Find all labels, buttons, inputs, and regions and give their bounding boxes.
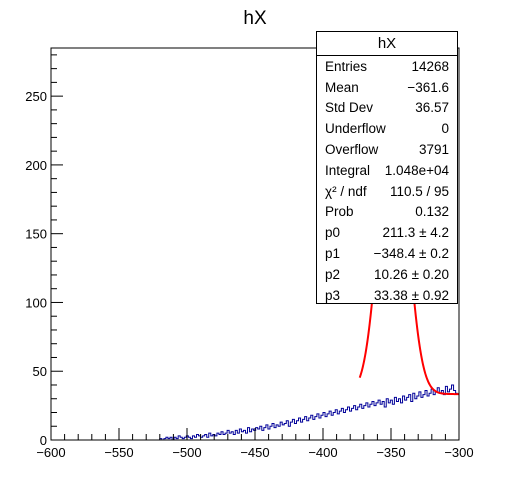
stat-name: Prob — [325, 204, 354, 220]
y-axis: 0 50 100 150 200 250 — [25, 54, 63, 448]
x-tick-label: −600 — [36, 445, 65, 460]
stat-name: Underflow — [325, 121, 386, 137]
stat-name: Entries — [325, 58, 368, 74]
stat-row: Std Dev 36.57 — [317, 98, 457, 119]
stat-name: Std Dev — [325, 100, 374, 116]
stat-row: Overflow 3791 — [317, 139, 457, 160]
stat-row: p1 −348.4 ± 0.2 — [317, 243, 457, 264]
stat-row: Mean −361.6 — [317, 77, 457, 98]
stat-name: Mean — [325, 79, 359, 95]
stats-rows: Entries 14268 Mean −361.6 Std Dev 36.57 Underf… — [317, 56, 457, 306]
stat-name: p2 — [325, 266, 341, 282]
chart-title: hX — [243, 8, 267, 29]
stat-name: p1 — [325, 246, 341, 262]
stat-name: Overflow — [325, 142, 379, 158]
y-tick-label: 200 — [25, 158, 47, 173]
histogram-series — [159, 384, 458, 441]
x-tick-label: −450 — [240, 445, 269, 460]
x-tick-label: −300 — [444, 445, 473, 460]
stat-row: Underflow 0 — [317, 118, 457, 139]
stat-value: 211.3 ± 4.2 — [382, 225, 449, 241]
stat-value: 14268 — [411, 58, 449, 74]
x-tick-label: −500 — [172, 445, 201, 460]
stat-value: 0 — [441, 121, 449, 137]
y-tick-label: 250 — [25, 89, 47, 104]
stat-row: Prob 0.132 — [317, 202, 457, 223]
histogram-layer — [159, 384, 458, 441]
stat-value: 1.048e+04 — [384, 162, 449, 178]
stat-value: 3791 — [418, 142, 449, 158]
x-tick-label: −550 — [104, 445, 133, 460]
stat-value: 33.38 ± 0.92 — [374, 287, 449, 303]
y-tick-label: 0 — [40, 433, 47, 448]
stat-row: p0 211.3 ± 4.2 — [317, 222, 457, 243]
stat-row: χ² / ndf 110.5 / 95 — [317, 181, 457, 202]
stat-row: Integral 1.048e+04 — [317, 160, 457, 181]
y-tick-label: 100 — [25, 295, 47, 310]
stat-name: Integral — [325, 162, 371, 178]
stat-value: 110.5 / 95 — [389, 183, 449, 199]
x-axis: −600 −550 −500 −450 −400 −350 −300 — [36, 428, 474, 460]
stat-value: −361.6 — [407, 79, 449, 95]
stats-box: hX Entries 14268 Mean −361.6 Std Dev 36.57 Und… — [316, 31, 458, 304]
stat-value: 0.132 — [415, 204, 449, 220]
x-tick-label: −400 — [308, 445, 337, 460]
y-tick-label: 50 — [33, 364, 47, 379]
y-tick-label: 150 — [25, 227, 47, 242]
stat-row: p2 10.26 ± 0.20 — [317, 264, 457, 285]
stat-name: χ² / ndf — [325, 183, 367, 199]
stat-value: 36.57 — [415, 100, 449, 116]
stat-name: p3 — [325, 287, 341, 303]
stat-row: Entries 14268 — [317, 56, 457, 77]
stat-row: p3 33.38 ± 0.92 — [317, 285, 457, 306]
stats-title: hX — [317, 32, 457, 56]
x-tick-label: −350 — [376, 445, 405, 460]
stat-name: p0 — [325, 225, 341, 241]
stat-value: 10.26 ± 0.20 — [374, 266, 449, 282]
stat-value: −348.4 ± 0.2 — [373, 246, 449, 262]
